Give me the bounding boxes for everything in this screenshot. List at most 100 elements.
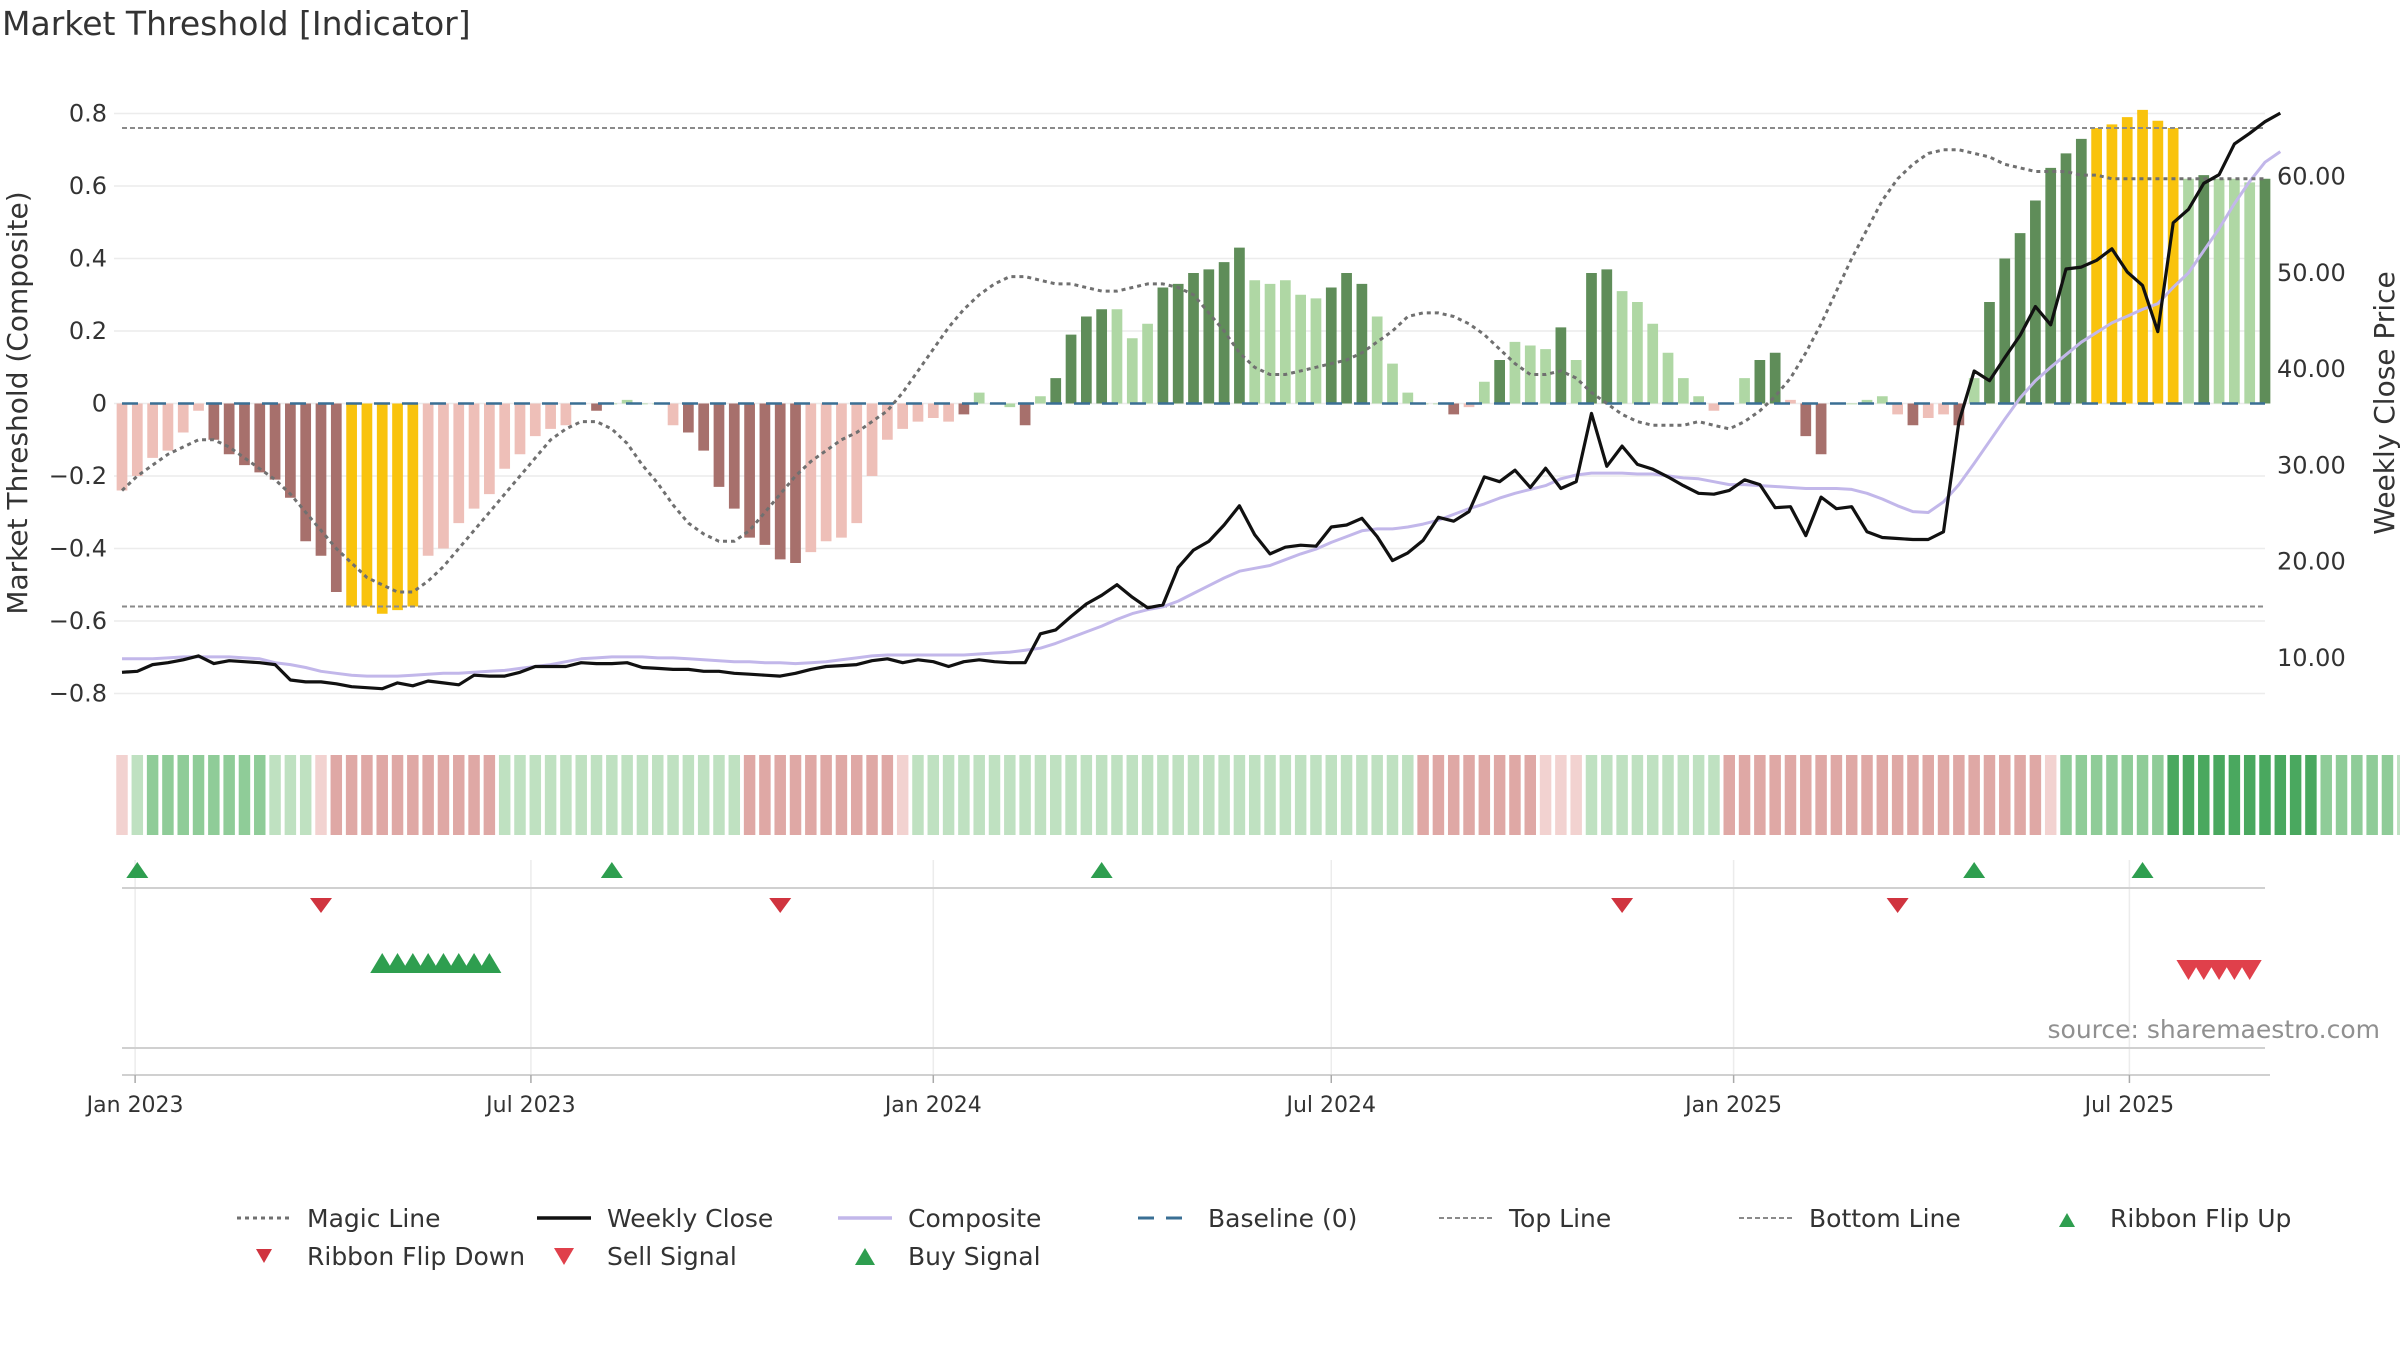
composite-bar bbox=[1662, 352, 1674, 404]
composite-bar bbox=[1111, 309, 1123, 404]
y-tick-label: −0.6 bbox=[49, 607, 107, 635]
composite-bar bbox=[851, 403, 863, 524]
legend-item-sell-signal[interactable]: Sell Signal bbox=[535, 1241, 737, 1271]
composite-bar bbox=[1815, 403, 1827, 455]
ribbon-cell bbox=[2075, 755, 2088, 835]
composite-bar bbox=[927, 403, 939, 418]
ribbon-cell bbox=[1279, 755, 1292, 835]
composite-bar bbox=[1800, 403, 1812, 437]
legend-label-weekly-close: Weekly Close bbox=[607, 1203, 774, 1233]
ribbon-cell bbox=[1157, 755, 1169, 835]
composite-bar bbox=[2075, 138, 2087, 404]
ribbon-cell bbox=[2243, 755, 2256, 835]
x-tick-label: Jul 2023 bbox=[484, 1093, 576, 1118]
y-tick-label: 0.8 bbox=[69, 100, 107, 128]
ribbon-cell bbox=[789, 755, 802, 835]
composite-bar bbox=[300, 403, 312, 542]
ribbon-cell bbox=[1585, 755, 1598, 835]
ribbon-cell bbox=[1402, 755, 1414, 835]
composite-bar bbox=[1953, 403, 1965, 426]
legend-item-ribbon-flip-up[interactable]: Ribbon Flip Up bbox=[2038, 1203, 2291, 1233]
ribbon-flip-up-marker bbox=[126, 862, 149, 878]
ribbon-cell bbox=[2029, 755, 2042, 835]
composite-bar bbox=[330, 403, 342, 592]
legend-item-top-line[interactable]: Top Line bbox=[1437, 1203, 1611, 1233]
composite-bar bbox=[683, 403, 694, 433]
composite-bar bbox=[1846, 403, 1858, 405]
ribbon-cell bbox=[728, 755, 741, 835]
ribbon-cell bbox=[1417, 755, 1429, 835]
gridlines bbox=[114, 112, 2265, 1075]
ribbon-flip-up-marker bbox=[600, 862, 623, 878]
ribbon-cell bbox=[1891, 755, 1904, 835]
ribbon-cell bbox=[774, 755, 786, 835]
dotted-line-icon bbox=[237, 1216, 291, 1220]
ribbon-cell bbox=[146, 755, 159, 835]
legend-item-bottom-line[interactable]: Bottom Line bbox=[1737, 1203, 1961, 1233]
ribbon-flip-up-marker bbox=[2131, 862, 2154, 878]
composite-bar bbox=[116, 403, 128, 491]
ribbon-cell bbox=[820, 755, 832, 835]
legend-item-baseline[interactable]: Baseline (0) bbox=[1136, 1203, 1357, 1233]
ribbon-cell bbox=[1356, 755, 1368, 835]
ribbon-cell bbox=[1907, 755, 1919, 835]
y-tick-label: −0.2 bbox=[49, 462, 107, 490]
composite-bar bbox=[1540, 349, 1551, 404]
sell-signal-marker bbox=[2237, 960, 2262, 980]
composite-bar bbox=[2014, 233, 2026, 404]
composite-bar bbox=[1295, 294, 1307, 404]
legend-item-composite[interactable]: Composite bbox=[836, 1203, 1041, 1233]
triangle-down-icon bbox=[554, 1248, 574, 1265]
composite-bar bbox=[2106, 124, 2118, 404]
legend-item-weekly-close[interactable]: Weekly Close bbox=[535, 1203, 773, 1233]
ribbon-cell bbox=[2060, 755, 2072, 835]
x-tick-label: Jul 2025 bbox=[2083, 1093, 2175, 1118]
composite-bar bbox=[698, 403, 710, 451]
ribbon-cell bbox=[667, 755, 679, 835]
composite-bar bbox=[866, 403, 878, 476]
composite-bar bbox=[1325, 287, 1337, 404]
ribbon-cell bbox=[1141, 755, 1154, 835]
ribbon-cell bbox=[1555, 755, 1567, 835]
composite-bar bbox=[1708, 403, 1720, 411]
ribbon-cell bbox=[361, 755, 373, 835]
composite-bar bbox=[1647, 323, 1659, 404]
y2-tick-label: 40.00 bbox=[2277, 355, 2346, 383]
ribbon-cell bbox=[1218, 755, 1230, 835]
composite-bar bbox=[1096, 309, 1108, 404]
x-axis: Jan 2023 Jul 2023 Jan 2024 Jul 2024 Jan 2025… bbox=[85, 1075, 2175, 1118]
legend-item-magic-line[interactable]: Magic Line bbox=[235, 1203, 441, 1233]
ribbon-cell bbox=[1493, 755, 1506, 835]
composite-bar bbox=[453, 403, 465, 524]
composite-bar bbox=[2121, 117, 2133, 404]
legend-item-buy-signal[interactable]: Buy Signal bbox=[836, 1241, 1041, 1271]
ribbon-cell bbox=[1631, 755, 1644, 835]
ribbon-cell bbox=[2228, 755, 2241, 835]
ribbon-cell bbox=[2121, 755, 2133, 835]
ribbon-cell bbox=[192, 755, 205, 835]
ribbon-cell bbox=[1983, 755, 1996, 835]
ribbon-cell bbox=[1968, 755, 1980, 835]
ribbon-cell bbox=[1172, 755, 1184, 835]
legend-item-ribbon-flip-down[interactable]: Ribbon Flip Down bbox=[235, 1241, 525, 1271]
ribbon-cell bbox=[1922, 755, 1934, 835]
composite-bar bbox=[1157, 287, 1169, 404]
ribbon-cell bbox=[2381, 755, 2394, 835]
composite-bar bbox=[1677, 378, 1689, 404]
ribbon-cell bbox=[1815, 755, 1827, 835]
composite-bar bbox=[223, 403, 235, 455]
ribbon-cell bbox=[330, 755, 343, 835]
composite-bar bbox=[1570, 360, 1582, 404]
composite-bar bbox=[1310, 298, 1322, 404]
ribbon-cell bbox=[269, 755, 281, 835]
ribbon-cell bbox=[529, 755, 542, 835]
composite-bar bbox=[897, 403, 909, 429]
y2-tick-label: 50.00 bbox=[2277, 259, 2346, 287]
composite-bar bbox=[529, 403, 541, 437]
ribbon-cell bbox=[927, 755, 940, 835]
dotted-line-icon bbox=[1739, 1217, 1793, 1219]
composite-bar bbox=[1785, 399, 1796, 404]
buy-signal-marker bbox=[477, 953, 502, 973]
ribbon-cell bbox=[1248, 755, 1261, 835]
triangle-down-icon bbox=[256, 1249, 272, 1263]
